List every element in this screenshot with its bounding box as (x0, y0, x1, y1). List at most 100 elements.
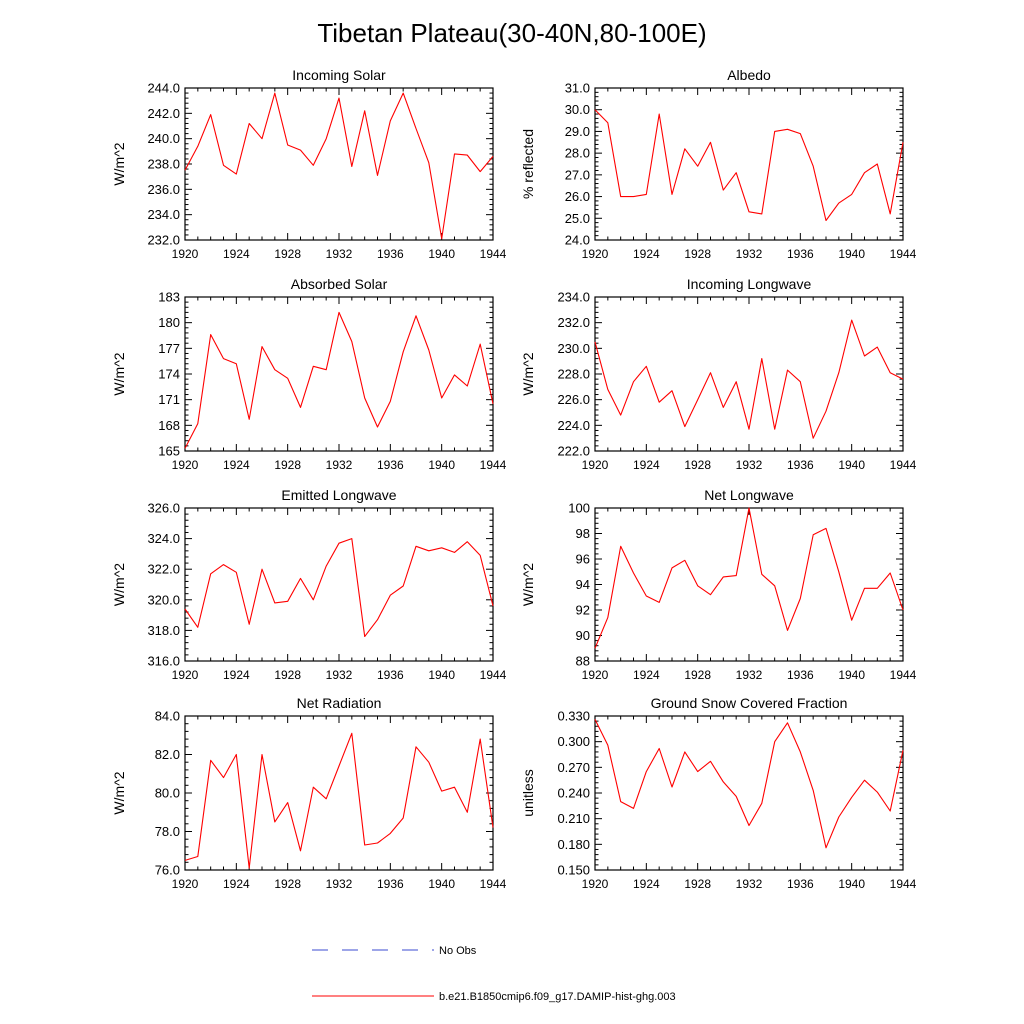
legend: No Obs b.e21.B1850cmip6.f09_g17.DAMIP-hi… (312, 945, 676, 1003)
x-tick-label: 1940 (838, 877, 865, 891)
y-tick-label: 324.0 (147, 531, 180, 546)
series-line (184, 311, 494, 449)
y-tick-label: 25.0 (565, 211, 590, 226)
x-tick-label: 1932 (326, 458, 353, 472)
panel-title: Incoming Longwave (687, 276, 812, 292)
y-tick-label: 0.300 (557, 734, 590, 749)
y-axis-label: W/m^2 (520, 352, 536, 395)
y-tick-label: 0.180 (557, 837, 590, 852)
x-tick-label: 1932 (326, 668, 353, 682)
x-tick-label: 1924 (223, 458, 250, 472)
panel-title: Albedo (727, 67, 771, 83)
y-tick-label: 171 (158, 392, 180, 407)
y-tick-label: 82.0 (155, 747, 180, 762)
y-tick-label: 316.0 (147, 654, 180, 669)
y-tick-label: 78.0 (155, 824, 180, 839)
y-axis-label: W/m^2 (111, 771, 127, 814)
x-tick-label: 1924 (223, 668, 250, 682)
y-axis-label: W/m^2 (111, 563, 127, 606)
panel-title: Net Longwave (704, 487, 794, 503)
x-tick-label: 1928 (274, 877, 301, 891)
y-tick-label: 326.0 (147, 501, 180, 516)
plot-frame (594, 715, 904, 871)
x-tick-label: 1924 (633, 668, 660, 682)
y-tick-label: 232.0 (147, 233, 180, 248)
panel-title: Absorbed Solar (291, 276, 388, 292)
x-tick-label: 1932 (736, 668, 763, 682)
y-tick-label: 0.240 (557, 786, 590, 801)
y-tick-label: 31.0 (565, 81, 590, 96)
y-tick-label: 230.0 (557, 341, 590, 356)
y-tick-label: 322.0 (147, 562, 180, 577)
panel-title: Ground Snow Covered Fraction (651, 695, 848, 711)
x-tick-label: 1940 (428, 668, 455, 682)
x-tick-label: 1928 (684, 458, 711, 472)
plot-frame (594, 507, 904, 662)
x-tick-label: 1936 (787, 247, 814, 261)
y-axis-label: % reflected (520, 129, 536, 199)
x-tick-label: 1924 (223, 877, 250, 891)
series-line (184, 538, 494, 638)
x-tick-label: 1932 (736, 877, 763, 891)
x-tick-label: 1940 (838, 458, 865, 472)
y-tick-label: 234.0 (147, 207, 180, 222)
y-tick-label: 238.0 (147, 157, 180, 172)
y-tick-label: 228.0 (557, 367, 590, 382)
x-tick-label: 1944 (480, 247, 507, 261)
x-tick-label: 1936 (787, 668, 814, 682)
x-tick-label: 1936 (377, 877, 404, 891)
plot-frame (184, 87, 494, 241)
x-tick-label: 1932 (326, 247, 353, 261)
panel-4: Incoming Longwave W/m^2 1920 1924 1928 1932 19… (520, 276, 917, 472)
y-tick-label: 318.0 (147, 623, 180, 638)
y-tick-label: 234.0 (557, 290, 590, 305)
series-line (594, 109, 904, 222)
panel-7: Net Radiation W/m^2 1920 1924 1928 1932 1936 19… (111, 695, 507, 891)
x-tick-label: 1944 (480, 877, 507, 891)
panel-2: Albedo % reflected 1920 1924 1928 1932 1936 194… (520, 67, 917, 261)
x-tick-label: 1932 (736, 247, 763, 261)
y-tick-label: 28.0 (565, 146, 590, 161)
x-tick-label: 1928 (684, 668, 711, 682)
y-tick-label: 100 (568, 501, 590, 516)
x-tick-label: 1932 (326, 877, 353, 891)
y-tick-label: 177 (158, 341, 180, 356)
x-tick-label: 1920 (172, 668, 199, 682)
y-tick-label: 92 (576, 603, 590, 618)
x-tick-label: 1928 (684, 247, 711, 261)
x-tick-label: 1920 (582, 247, 609, 261)
y-axis-label: W/m^2 (111, 352, 127, 395)
x-tick-label: 1944 (890, 458, 917, 472)
series-line (594, 319, 904, 439)
y-tick-label: 84.0 (155, 709, 180, 724)
y-tick-label: 0.150 (557, 863, 590, 878)
y-tick-label: 165 (158, 444, 180, 459)
y-tick-label: 168 (158, 418, 180, 433)
panel-6: Net Longwave W/m^2 1920 1924 1928 1932 1936 194… (520, 487, 917, 682)
x-tick-label: 1928 (274, 247, 301, 261)
x-tick-label: 1924 (633, 247, 660, 261)
y-tick-label: 183 (158, 290, 180, 305)
y-tick-label: 24.0 (565, 233, 590, 248)
y-tick-label: 27.0 (565, 167, 590, 182)
series-line (594, 507, 904, 649)
x-tick-label: 1920 (582, 668, 609, 682)
x-tick-label: 1924 (633, 877, 660, 891)
x-tick-label: 1924 (223, 247, 250, 261)
x-tick-label: 1920 (582, 877, 609, 891)
x-tick-label: 1944 (890, 668, 917, 682)
y-tick-label: 90 (576, 628, 590, 643)
x-tick-label: 1936 (377, 668, 404, 682)
x-tick-label: 1940 (428, 458, 455, 472)
y-tick-label: 222.0 (557, 444, 590, 459)
x-tick-label: 1924 (633, 458, 660, 472)
y-tick-label: 29.0 (565, 124, 590, 139)
y-tick-label: 244.0 (147, 81, 180, 96)
series-line (184, 732, 494, 869)
legend-label-model: b.e21.B1850cmip6.f09_g17.DAMIP-hist-ghg.… (439, 991, 676, 1003)
y-tick-label: 224.0 (557, 418, 590, 433)
plot-frame (184, 296, 494, 452)
x-tick-label: 1936 (787, 877, 814, 891)
y-tick-label: 30.0 (565, 102, 590, 117)
